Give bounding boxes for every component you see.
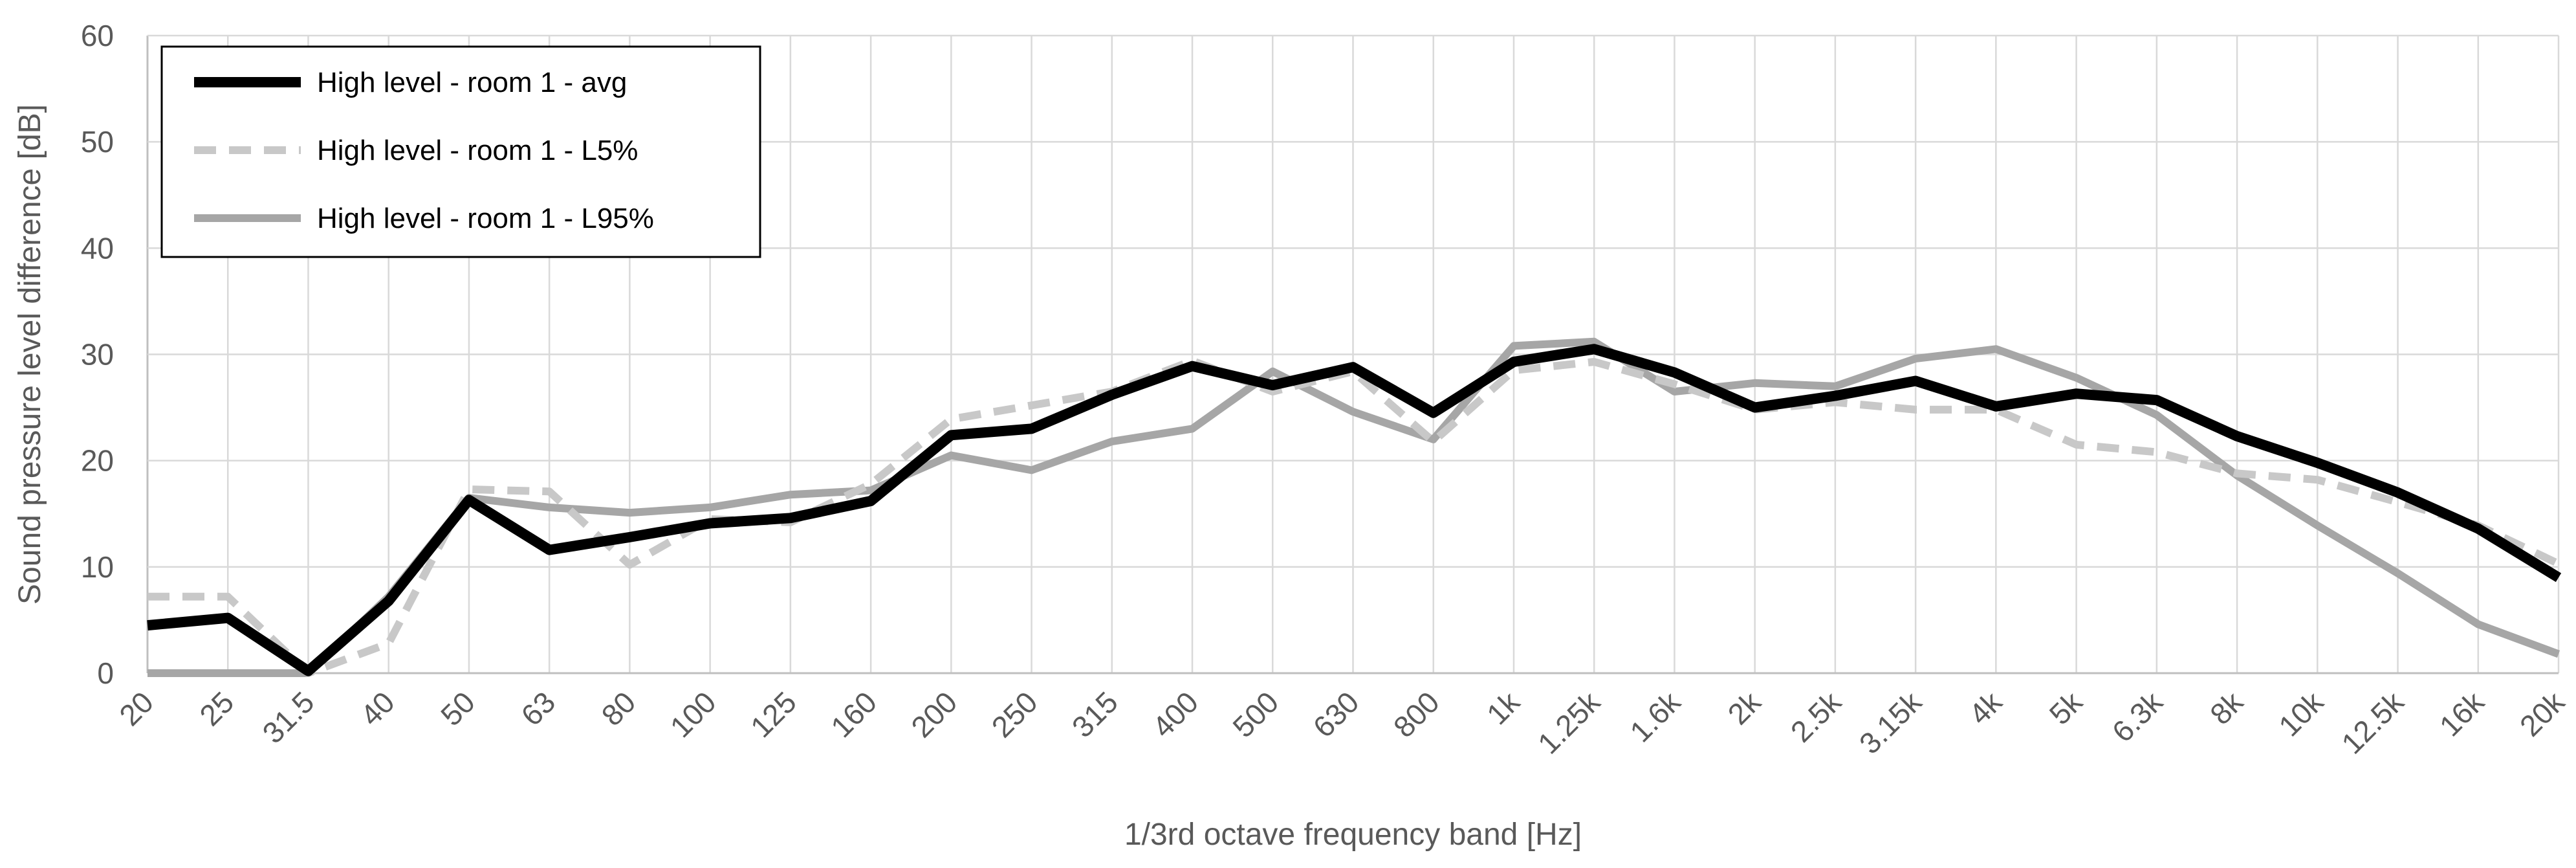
x-tick-label: 20 <box>113 685 160 732</box>
x-tick-label: 20k <box>2513 685 2571 743</box>
legend-label: High level - room 1 - avg <box>317 67 627 98</box>
x-tick-label: 40 <box>354 685 401 732</box>
y-tick-label: 20 <box>81 444 114 478</box>
x-tick-label: 63 <box>514 685 562 732</box>
x-tick-label: 8k <box>2203 685 2250 731</box>
x-tick-label: 12.5k <box>2335 685 2410 761</box>
x-tick-label: 1k <box>1480 685 1527 731</box>
x-tick-label: 315 <box>1065 685 1124 744</box>
series-layer <box>147 337 2562 677</box>
y-tick-label: 50 <box>81 125 114 159</box>
x-tick-label: 1.25k <box>1531 685 1607 761</box>
x-tick-label: 16k <box>2433 685 2491 743</box>
x-tick-label: 2k <box>1721 685 1768 731</box>
legend-label: High level - room 1 - L95% <box>317 203 654 234</box>
x-axis-title: 1/3rd octave frequency band [Hz] <box>1124 818 1582 852</box>
x-tick-label: 2.5k <box>1784 685 1848 749</box>
y-tick-label: 0 <box>97 656 114 690</box>
series-line-l5 <box>147 357 2560 677</box>
y-tick-label: 10 <box>81 550 114 584</box>
x-tick-label: 1.6k <box>1623 685 1687 749</box>
series-line-l95 <box>147 337 2560 677</box>
x-tick-label: 200 <box>904 685 963 744</box>
x-tick-label: 25 <box>193 685 240 732</box>
x-tick-label: 250 <box>985 685 1044 744</box>
y-tick-label: 40 <box>81 231 114 265</box>
x-tick-label: 4k <box>1962 685 2009 731</box>
x-tick-labels: 20 25 31.5 40 50 63 80 100 125 160 200 250 315 400 500… <box>113 685 2571 761</box>
y-tick-labels: 0 10 20 30 40 50 60 <box>81 19 114 690</box>
y-tick-label: 30 <box>81 338 114 372</box>
x-tick-label: 160 <box>824 685 883 744</box>
x-tick-label: 100 <box>664 685 723 744</box>
y-axis-title: Sound pressure level difference [dB] <box>13 104 47 605</box>
x-tick-label: 800 <box>1387 685 1446 744</box>
x-tick-label: 80 <box>595 685 642 732</box>
x-tick-label: 50 <box>434 685 481 732</box>
x-tick-label: 31.5 <box>256 685 320 750</box>
legend-label: High level - room 1 - L5% <box>317 135 638 166</box>
x-tick-label: 5k <box>2043 685 2090 731</box>
x-tick-label: 630 <box>1307 685 1366 744</box>
x-tick-label: 6.3k <box>2106 685 2170 749</box>
x-tick-label: 500 <box>1226 685 1285 744</box>
y-tick-label: 60 <box>81 19 114 52</box>
legend-items: High level - room 1 - avg High level - ro… <box>194 67 654 234</box>
x-tick-label: 3.15k <box>1853 685 1928 761</box>
series-line-avg <box>147 344 2562 676</box>
legend: High level - room 1 - avg High level - ro… <box>160 45 761 258</box>
x-tick-label: 400 <box>1146 685 1205 744</box>
x-tick-label: 125 <box>744 685 803 744</box>
x-tick-label: 10k <box>2272 685 2330 743</box>
